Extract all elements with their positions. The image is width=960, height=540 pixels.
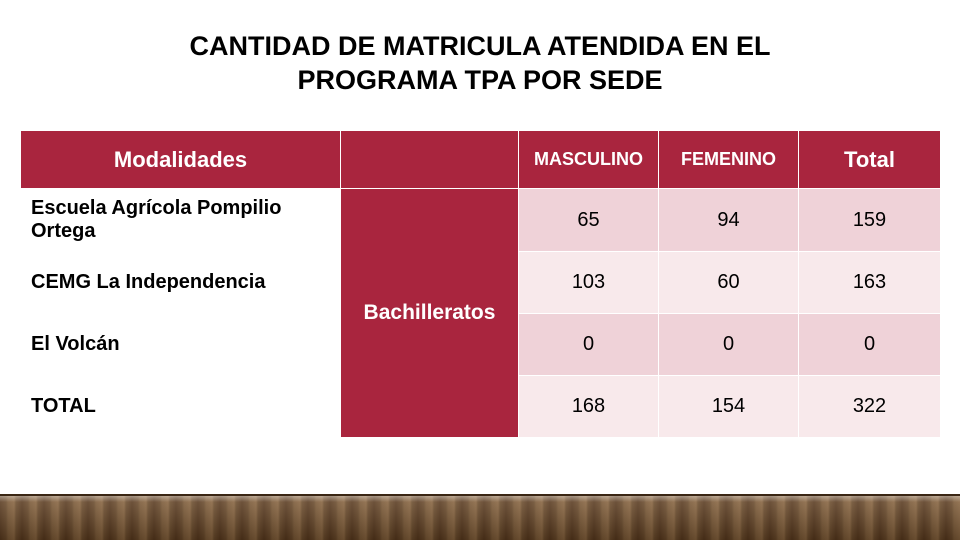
- cell-femenino: 0: [659, 314, 799, 376]
- col-header-femenino: FEMENINO: [659, 131, 799, 189]
- cell-femenino: 60: [659, 252, 799, 314]
- wood-floor-decoration: [0, 494, 960, 540]
- cell-femenino: 94: [659, 189, 799, 252]
- cell-masculino: 103: [519, 252, 659, 314]
- row-label: CEMG La Independencia: [21, 252, 341, 314]
- title-line-2: PROGRAMA TPA POR SEDE: [297, 65, 662, 95]
- cell-total: 159: [799, 189, 941, 252]
- col-header-total: Total: [799, 131, 941, 189]
- programa-merged-cell: Bachilleratos: [341, 189, 519, 438]
- row-label: TOTAL: [21, 376, 341, 438]
- col-header-modalidades: Modalidades: [21, 131, 341, 189]
- col-header-masculino: MASCULINO: [519, 131, 659, 189]
- table-header-row: Modalidades MASCULINO FEMENINO Total: [21, 131, 941, 189]
- slide: CANTIDAD DE MATRICULA ATENDIDA EN EL PRO…: [0, 0, 960, 540]
- table: Modalidades MASCULINO FEMENINO Total Esc…: [20, 130, 941, 438]
- title-line-1: CANTIDAD DE MATRICULA ATENDIDA EN EL: [190, 31, 771, 61]
- table-row: Escuela Agrícola Pompilio Ortega Bachill…: [21, 189, 941, 252]
- cell-total: 322: [799, 376, 941, 438]
- enrollment-table: Modalidades MASCULINO FEMENINO Total Esc…: [20, 130, 940, 438]
- row-label: Escuela Agrícola Pompilio Ortega: [21, 189, 341, 252]
- cell-masculino: 168: [519, 376, 659, 438]
- cell-femenino: 154: [659, 376, 799, 438]
- cell-masculino: 0: [519, 314, 659, 376]
- cell-total: 0: [799, 314, 941, 376]
- col-header-programa: [341, 131, 519, 189]
- cell-total: 163: [799, 252, 941, 314]
- cell-masculino: 65: [519, 189, 659, 252]
- row-label: El Volcán: [21, 314, 341, 376]
- slide-title: CANTIDAD DE MATRICULA ATENDIDA EN EL PRO…: [0, 0, 960, 98]
